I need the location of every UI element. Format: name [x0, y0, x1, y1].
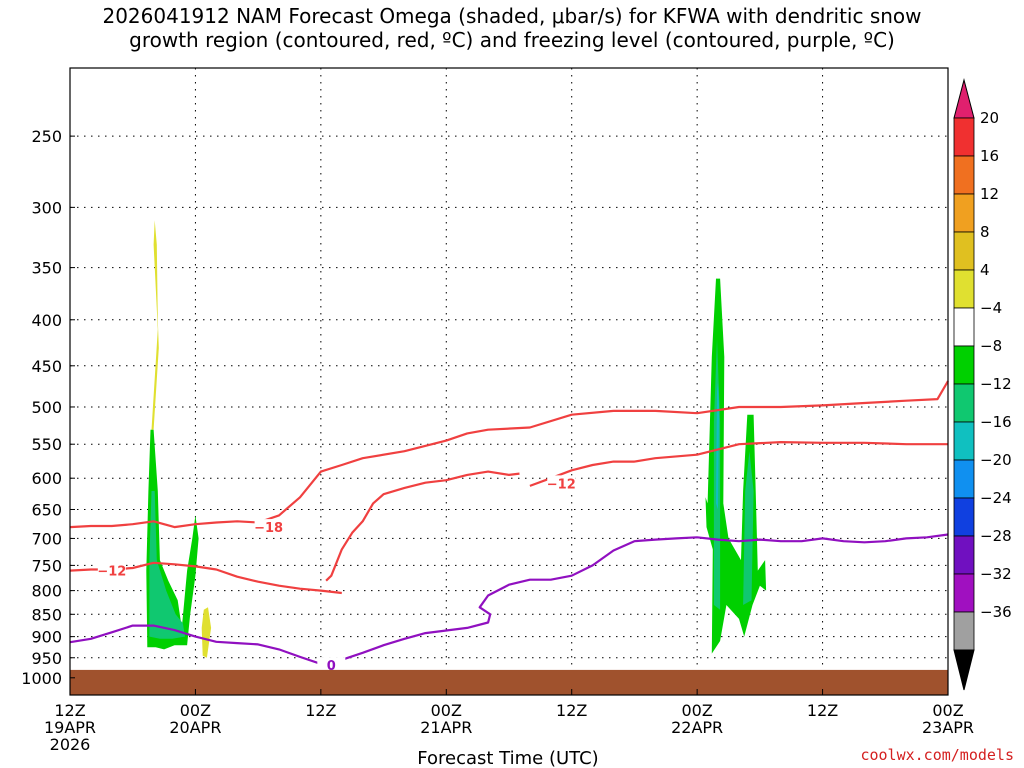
- colorbar-swatch: [953, 383, 975, 423]
- ground-surface: [70, 669, 948, 695]
- colorbar-label: −4: [980, 299, 1002, 317]
- colorbar-label: −24: [980, 489, 1012, 507]
- colorbar-label: −20: [980, 451, 1012, 469]
- y-tick-label: 600: [31, 469, 62, 488]
- colorbar-swatch: [953, 459, 975, 499]
- x-tick-label: 23APR: [922, 718, 974, 737]
- y-tick-label: 1000: [21, 669, 62, 688]
- y-tick-label: 500: [31, 398, 62, 417]
- colorbar-swatch: [953, 573, 975, 613]
- contour-label: −12: [547, 477, 576, 492]
- y-tick-label: 250: [31, 127, 62, 146]
- contour-label-bg: [254, 519, 283, 536]
- plot-area: −18 −12 −12 0: [69, 68, 949, 695]
- x-tick-label: 20APR: [169, 718, 221, 737]
- colorbar-label: 4: [980, 261, 990, 279]
- axes: 250 300 350 400 450 500 550 600 650 700 750 800 850 9…: [21, 67, 974, 754]
- y-tick-label: 750: [31, 556, 62, 575]
- x-tick-label: 2026: [50, 735, 91, 754]
- x-axis-label: Forecast Time (UTC): [417, 748, 598, 768]
- colorbar-swatch: [953, 269, 975, 309]
- title-line-1: 2026041912 NAM Forecast Omega (shaded, μ…: [102, 4, 922, 28]
- page-title: 2026041912 NAM Forecast Omega (shaded, μ…: [0, 4, 1024, 52]
- x-tick-label: 19APR: [44, 718, 96, 737]
- x-tick-label: 21APR: [420, 718, 472, 737]
- colorbar-swatch: [953, 611, 975, 651]
- y-tick-label: 300: [31, 198, 62, 217]
- colorbar-swatch: [953, 117, 975, 157]
- y-tick-label: 800: [31, 582, 62, 601]
- y-tick-label: 850: [31, 605, 62, 624]
- colorbar-label: −28: [980, 527, 1012, 545]
- contour-line: [69, 380, 949, 529]
- colorbar-swatch: [953, 535, 975, 575]
- colorbar-label: 16: [980, 147, 999, 165]
- omega-shaded-region: [151, 220, 159, 430]
- y-tick-label: 950: [31, 649, 62, 668]
- colorbar-label: 12: [980, 185, 999, 203]
- x-tick-label: 00Z: [431, 701, 462, 720]
- x-tick-label: 22APR: [671, 718, 723, 737]
- contour-label-bg: [317, 657, 346, 674]
- omega-shaded-region: [743, 451, 754, 605]
- colorbar-swatch: [953, 497, 975, 537]
- x-tick-label: 00Z: [932, 701, 963, 720]
- y-tick-label: 650: [31, 500, 62, 519]
- y-tick-label: 400: [31, 311, 62, 330]
- colorbar-label: −32: [980, 565, 1012, 583]
- colorbar-label: −16: [980, 413, 1012, 431]
- colorbar-label: −8: [980, 337, 1002, 355]
- colorbar-swatch: [953, 307, 975, 347]
- x-tick-label: 00Z: [180, 701, 211, 720]
- title-line-2: growth region (contoured, red, ºC) and f…: [129, 28, 895, 52]
- omega-shaded-region: [716, 382, 720, 510]
- colorbar-label: −12: [980, 375, 1012, 393]
- colorbar-swatch: [953, 345, 975, 385]
- x-tick-label: 12Z: [556, 701, 587, 720]
- contour-label: −12: [97, 565, 126, 580]
- colorbar-swatch: [953, 231, 975, 271]
- contour-label: 0: [327, 659, 336, 674]
- omega-shaded-region: [201, 607, 212, 658]
- y-tick-label: 550: [31, 435, 62, 454]
- credit-text: coolwx.com/models: [860, 746, 1014, 764]
- x-tick-label: 12Z: [305, 701, 336, 720]
- contour-label-bg: [547, 475, 576, 492]
- y-tick-label: 900: [31, 628, 62, 647]
- contour-line: [529, 441, 948, 487]
- x-tick-label: 12Z: [807, 701, 838, 720]
- colorbar-label: −36: [980, 603, 1012, 621]
- contour-label-bg: [97, 562, 126, 579]
- colorbar-top-arrow: [953, 78, 975, 119]
- contour-line: [325, 470, 520, 582]
- colorbar: 20 16 12 8 4 −4 −8 −12 −16 −20 −24 −28 −32 −36: [953, 78, 1012, 691]
- x-tick-label: 00Z: [681, 701, 712, 720]
- colorbar-label: 20: [980, 109, 999, 127]
- y-tick-label: 350: [31, 259, 62, 278]
- x-tick-label: 12Z: [54, 701, 85, 720]
- colorbar-bottom-arrow: [953, 649, 975, 691]
- y-tick-label: 700: [31, 529, 62, 548]
- plot-frame: [69, 67, 949, 696]
- colorbar-label: 8: [980, 223, 990, 241]
- colorbar-swatch: [953, 155, 975, 195]
- omega-shaded-region: [149, 491, 185, 639]
- contour-line: [69, 533, 949, 665]
- colorbar-swatch: [953, 193, 975, 233]
- contour-label: −18: [254, 521, 283, 536]
- colorbar-swatch: [953, 421, 975, 461]
- y-tick-label: 450: [31, 357, 62, 376]
